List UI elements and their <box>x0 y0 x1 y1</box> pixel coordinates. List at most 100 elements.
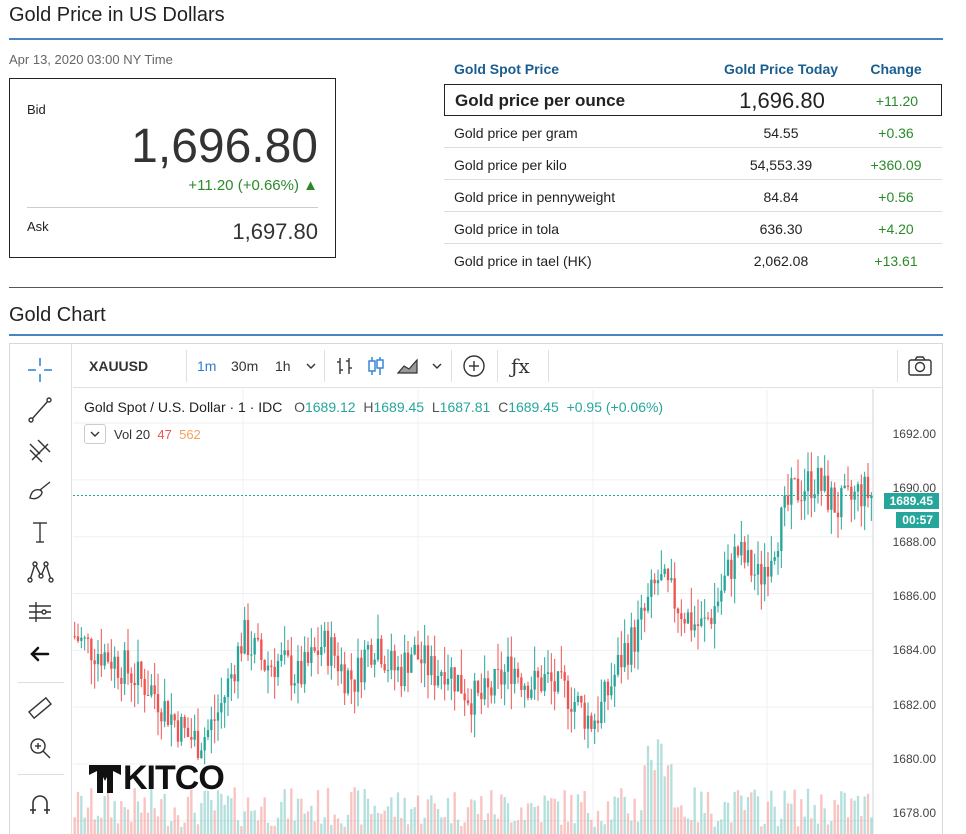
candle-body <box>283 650 286 655</box>
candle-body <box>323 630 326 647</box>
volume-bar <box>500 794 503 834</box>
ruler-icon[interactable] <box>20 692 60 724</box>
volume-bar <box>240 826 243 834</box>
magnet-icon[interactable] <box>20 788 60 820</box>
crosshair-icon[interactable] <box>20 354 60 386</box>
volume-bar <box>470 799 473 834</box>
volume-bar <box>623 796 626 834</box>
volume-bar <box>640 810 643 834</box>
candle-body <box>866 476 870 499</box>
chart-type-chevron-icon[interactable] <box>431 344 443 388</box>
symbol-search[interactable]: XAUUSD <box>89 358 149 374</box>
candle-body <box>550 672 553 682</box>
forecast-icon[interactable] <box>20 596 60 628</box>
candle-body <box>560 671 563 673</box>
volume-bar <box>326 787 330 834</box>
candle-body <box>176 720 180 742</box>
area-chart-type-icon[interactable] <box>396 344 420 388</box>
candle-body <box>506 656 510 672</box>
candle-body <box>146 694 150 696</box>
collapse-chevron-icon[interactable] <box>84 424 106 444</box>
candle-body <box>596 720 600 724</box>
candle-body <box>606 681 610 696</box>
volume-bar <box>266 822 270 834</box>
candle-body <box>566 680 570 709</box>
volume-bar <box>796 826 800 834</box>
interval-dropdown-chevron-icon[interactable] <box>305 344 317 388</box>
candle-body <box>393 650 396 671</box>
volume-bar <box>476 813 480 834</box>
volume-bar <box>440 817 443 834</box>
volume-bar <box>423 817 426 834</box>
back-arrow-icon[interactable] <box>20 638 60 670</box>
pattern-icon[interactable] <box>20 556 60 588</box>
camera-icon[interactable] <box>907 344 933 388</box>
volume-bar <box>646 745 650 834</box>
candle-body <box>273 666 276 678</box>
interval-30m[interactable]: 30m <box>231 358 259 374</box>
table-header: Gold Spot Price Gold Price Today Change <box>444 56 942 82</box>
candle-body <box>806 471 810 492</box>
volume-bar <box>616 797 620 834</box>
row-price: 1,696.80 <box>739 88 825 113</box>
volume-bar <box>543 795 546 834</box>
volume-bar <box>103 796 106 834</box>
trendline-icon[interactable] <box>20 394 60 426</box>
candle-body <box>140 661 143 679</box>
interval-1m[interactable]: 1m <box>197 358 217 374</box>
volume-bar <box>570 794 573 834</box>
text-tool-icon[interactable] <box>20 516 60 548</box>
candle-body <box>223 696 226 703</box>
volume-bar <box>546 800 550 834</box>
volume-bar <box>243 811 246 834</box>
volume-bar <box>350 792 353 834</box>
fib-retracement-icon[interactable] <box>20 434 60 466</box>
bar-chart-type-icon[interactable] <box>334 344 356 388</box>
row-change: +4.20 <box>878 221 914 237</box>
volume-bar <box>593 826 596 834</box>
candle-body <box>516 668 520 678</box>
candle-body <box>456 674 460 692</box>
legend-change: +0.95 (+0.06%) <box>566 399 664 415</box>
volume-bar <box>770 790 773 834</box>
volume-label: Vol 20 <box>114 426 151 442</box>
volume-bar <box>520 807 523 834</box>
volume-bar <box>183 822 186 834</box>
legend-close: 1689.45 <box>508 399 559 415</box>
candle-body <box>690 612 693 631</box>
volume-bar <box>126 809 130 834</box>
volume-bar <box>743 809 746 834</box>
candle-body <box>130 673 133 683</box>
zoom-in-icon[interactable] <box>20 732 60 764</box>
brush-icon[interactable] <box>20 474 60 506</box>
volume-bar <box>460 826 463 834</box>
volume-bar <box>606 801 610 834</box>
indicators-fx-icon[interactable]: ƒx <box>511 354 530 378</box>
candle-body <box>180 717 183 742</box>
quote-timestamp: Apr 13, 2020 03:00 NY Time <box>9 52 173 67</box>
compare-add-icon[interactable] <box>461 344 487 388</box>
volume-bar <box>866 793 870 834</box>
volume-bar <box>553 798 556 834</box>
row-change: +360.09 <box>870 157 922 173</box>
volume-bar <box>450 823 453 834</box>
price-chart[interactable]: Gold Spot / U.S. Dollar · 1 · IDC O1689.… <box>73 389 944 834</box>
candle-body <box>786 495 790 505</box>
candle-body <box>603 681 606 702</box>
volume-bar <box>683 816 686 834</box>
volume-bar <box>496 818 500 834</box>
candle-body <box>793 478 796 480</box>
row-label: Gold price per ounce <box>455 91 626 110</box>
volume-bar <box>870 817 873 834</box>
interval-1h[interactable]: 1h <box>275 358 291 374</box>
volume-bar <box>506 803 510 834</box>
volume-bar <box>720 819 723 834</box>
volume-bar <box>516 820 520 834</box>
volume-bar <box>400 818 403 834</box>
candle-body <box>563 672 566 681</box>
volume-bar <box>166 826 170 834</box>
volume-bar <box>726 802 730 834</box>
candle-chart-type-icon[interactable] <box>365 344 387 388</box>
row-price: 636.30 <box>759 221 803 237</box>
legend-open: 1689.12 <box>304 399 356 415</box>
